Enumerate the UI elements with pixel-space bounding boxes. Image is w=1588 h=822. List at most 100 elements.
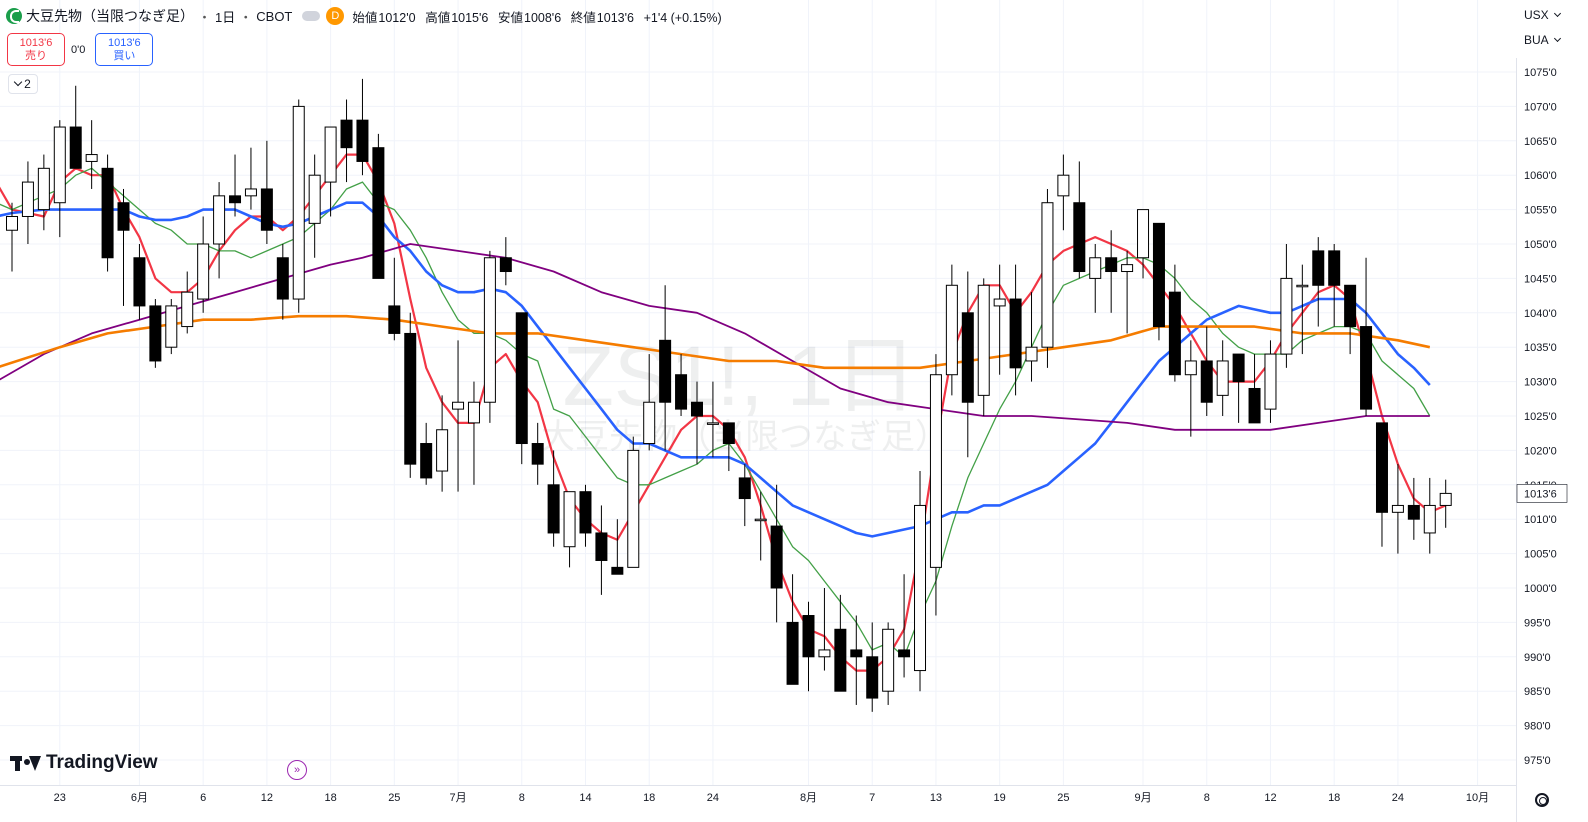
- candle[interactable]: [324, 126, 337, 217]
- candle[interactable]: [786, 574, 799, 685]
- buy-button[interactable]: 1013'6 買い: [95, 33, 154, 66]
- candle[interactable]: [1168, 264, 1181, 382]
- candle[interactable]: [722, 422, 735, 472]
- candle[interactable]: [69, 85, 82, 169]
- candle[interactable]: [117, 188, 130, 306]
- candle[interactable]: [6, 202, 18, 272]
- candle[interactable]: [754, 491, 767, 561]
- candle[interactable]: [1248, 354, 1261, 424]
- candle[interactable]: [993, 264, 1006, 375]
- candlesticks[interactable]: [6, 78, 1452, 712]
- candle[interactable]: [197, 216, 210, 313]
- candle[interactable]: [1232, 353, 1245, 423]
- candle[interactable]: [1360, 257, 1373, 416]
- visibility-toggle-icon[interactable]: [302, 11, 321, 21]
- candle[interactable]: [356, 78, 369, 176]
- candle[interactable]: [802, 601, 815, 692]
- interval-label[interactable]: 1日: [215, 9, 236, 25]
- indicators-collapse-button[interactable]: 2: [8, 74, 38, 94]
- candle[interactable]: [229, 154, 242, 217]
- candle[interactable]: [1184, 340, 1197, 437]
- candle[interactable]: [1328, 244, 1341, 327]
- candle[interactable]: [547, 450, 560, 547]
- candle[interactable]: [1407, 477, 1420, 540]
- candle[interactable]: [1216, 340, 1229, 416]
- candle[interactable]: [1344, 284, 1357, 355]
- sell-button[interactable]: 1013'6 売り: [7, 33, 65, 66]
- candle[interactable]: [181, 271, 194, 334]
- candle[interactable]: [388, 257, 401, 341]
- candle[interactable]: [404, 312, 417, 478]
- candle[interactable]: [372, 133, 385, 279]
- candle[interactable]: [165, 299, 178, 355]
- candle[interactable]: [101, 154, 114, 272]
- gear-icon[interactable]: [1535, 793, 1549, 807]
- candle[interactable]: [340, 99, 353, 183]
- candle[interactable]: [515, 312, 528, 465]
- candle[interactable]: [244, 147, 257, 210]
- candle[interactable]: [914, 471, 927, 692]
- candle[interactable]: [133, 244, 146, 320]
- candle[interactable]: [499, 237, 512, 286]
- candle[interactable]: [37, 154, 50, 231]
- candle[interactable]: [436, 395, 449, 492]
- candle[interactable]: [149, 299, 162, 368]
- candle[interactable]: [834, 594, 847, 692]
- candle[interactable]: [452, 340, 465, 492]
- candle[interactable]: [866, 622, 879, 712]
- candle[interactable]: [1073, 161, 1086, 279]
- candle[interactable]: [1105, 230, 1118, 313]
- delayed-data-badge[interactable]: D: [326, 7, 345, 25]
- candle[interactable]: [706, 381, 719, 458]
- candle[interactable]: [770, 484, 783, 623]
- candle[interactable]: [53, 120, 66, 238]
- candle[interactable]: [690, 381, 703, 465]
- candle[interactable]: [1312, 237, 1325, 327]
- candle[interactable]: [595, 505, 608, 595]
- candle[interactable]: [643, 354, 656, 451]
- candle[interactable]: [1200, 326, 1213, 416]
- candle[interactable]: [1152, 222, 1165, 341]
- candle[interactable]: [1280, 244, 1293, 368]
- candle[interactable]: [945, 264, 958, 396]
- candle[interactable]: [1025, 292, 1038, 382]
- candle[interactable]: [738, 464, 751, 527]
- candle[interactable]: [850, 615, 863, 705]
- candle[interactable]: [1137, 209, 1150, 279]
- candle[interactable]: [1089, 244, 1102, 313]
- candle[interactable]: [818, 588, 831, 671]
- candle[interactable]: [1375, 422, 1388, 547]
- candle[interactable]: [929, 354, 942, 616]
- candle[interactable]: [1439, 479, 1452, 528]
- candle[interactable]: [1057, 154, 1070, 231]
- candle[interactable]: [213, 182, 226, 279]
- candle[interactable]: [1296, 264, 1309, 355]
- candle[interactable]: [579, 484, 592, 547]
- candle[interactable]: [675, 354, 688, 416]
- unit-selector[interactable]: BUA: [1524, 33, 1561, 47]
- tradingview-logo[interactable]: TradingView: [10, 752, 158, 774]
- candle[interactable]: [961, 271, 974, 458]
- candle[interactable]: [1264, 340, 1277, 423]
- currency-selector[interactable]: USX: [1524, 8, 1561, 22]
- candle[interactable]: [882, 622, 895, 705]
- candle[interactable]: [977, 278, 990, 416]
- price-axis[interactable]: 975'0 980'0 985'0 990'0 995'0 1000'0 1005'0 101…: [1524, 67, 1557, 767]
- candle[interactable]: [1009, 264, 1022, 396]
- candle[interactable]: [21, 161, 34, 244]
- candle[interactable]: [898, 574, 911, 678]
- candle[interactable]: [276, 244, 289, 320]
- candle[interactable]: [420, 422, 433, 485]
- candle[interactable]: [85, 120, 98, 189]
- candle[interactable]: [1423, 477, 1436, 554]
- candle[interactable]: [292, 99, 305, 313]
- candle[interactable]: [611, 519, 624, 575]
- candle[interactable]: [659, 285, 672, 451]
- candle[interactable]: [1041, 188, 1054, 368]
- scroll-to-realtime-icon[interactable]: »: [287, 760, 307, 780]
- candle[interactable]: [531, 422, 544, 485]
- candle[interactable]: [483, 250, 496, 423]
- candle[interactable]: [1391, 464, 1404, 554]
- candle[interactable]: [308, 154, 321, 258]
- symbol-title[interactable]: 大豆先物（当限つなぎ足）: [26, 8, 194, 24]
